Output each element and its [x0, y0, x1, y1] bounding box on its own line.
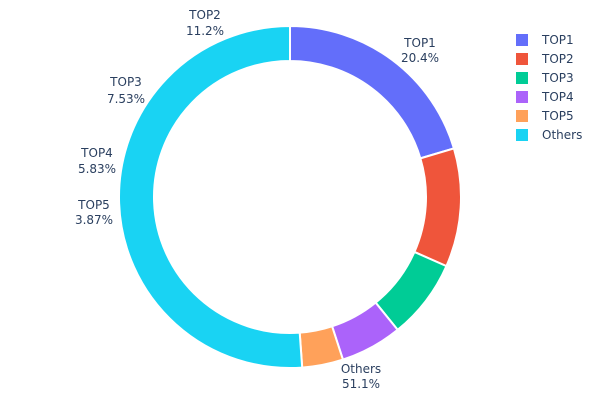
legend-label: TOP3 — [541, 71, 574, 85]
legend-swatch — [516, 110, 528, 122]
legend-item-others[interactable]: Others — [516, 128, 582, 142]
legend-label: TOP2 — [541, 52, 574, 66]
legend: TOP1 TOP2 TOP3 TOP4 TOP5 Others — [516, 33, 582, 142]
slice-label-top5: TOP5 3.87% — [75, 198, 113, 227]
legend-swatch — [516, 72, 528, 84]
slice-label-top3: TOP3 7.53% — [107, 75, 145, 106]
legend-item-top5[interactable]: TOP5 — [516, 109, 574, 123]
slice-others[interactable] — [118, 24, 304, 369]
slice-label-top2: TOP2 11.2% — [186, 8, 224, 38]
legend-label: TOP5 — [541, 109, 574, 123]
donut-slices — [118, 24, 462, 369]
legend-item-top4[interactable]: TOP4 — [516, 90, 574, 104]
legend-label: Others — [542, 128, 582, 142]
legend-item-top3[interactable]: TOP3 — [516, 71, 574, 85]
slice-label-others: Others 51.1% — [341, 362, 381, 391]
legend-item-top1[interactable]: TOP1 — [516, 33, 574, 47]
slice-label-top4: TOP4 5.83% — [78, 146, 116, 176]
legend-swatch — [516, 91, 528, 103]
legend-swatch — [516, 129, 528, 141]
legend-label: TOP1 — [541, 33, 574, 47]
slice-labels: TOP1 20.4% TOP2 11.2% TOP3 7.53% TOP4 5.83% TOP5… — [75, 8, 439, 391]
slice-label-top1: TOP1 20.4% — [401, 36, 439, 65]
slice-top2[interactable] — [413, 147, 462, 268]
legend-item-top2[interactable]: TOP2 — [516, 52, 574, 66]
legend-swatch — [516, 53, 528, 65]
legend-swatch — [516, 34, 528, 46]
legend-label: TOP4 — [541, 90, 574, 104]
